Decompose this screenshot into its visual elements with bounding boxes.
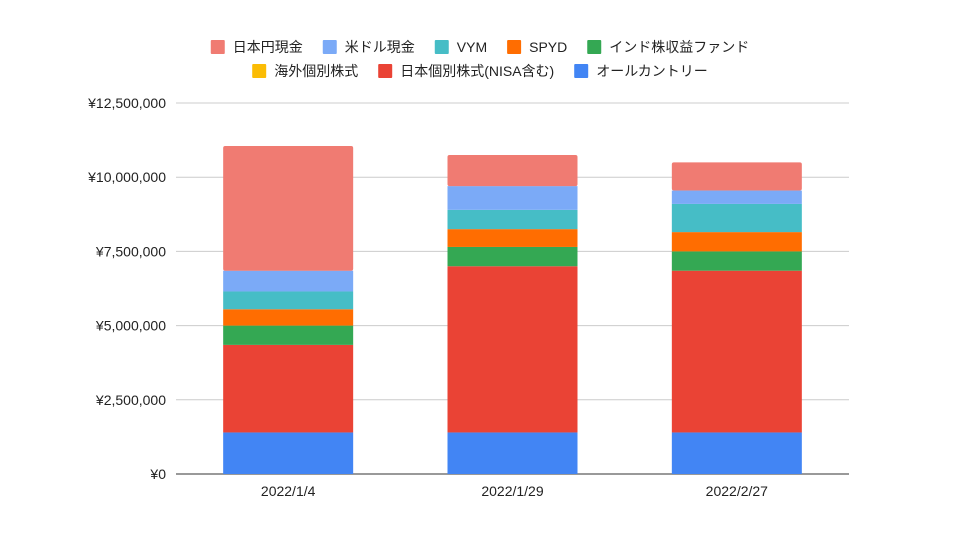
bar-segment	[671, 232, 802, 252]
bar-segment	[447, 432, 578, 474]
bar-segment	[223, 432, 354, 474]
bar-segment	[671, 190, 802, 204]
legend-label: VYM	[457, 39, 487, 55]
legend-label: SPYD	[529, 39, 567, 55]
legend-item: 日本個別株式(NISA含む)	[378, 63, 554, 79]
x-tick-label: 2022/1/29	[481, 483, 543, 499]
bar-segment	[223, 146, 354, 271]
legend-swatch	[210, 40, 225, 54]
bar-segment	[223, 325, 354, 345]
legend-swatch	[587, 40, 602, 54]
bar-stack	[223, 146, 354, 474]
legend-swatch	[322, 40, 337, 54]
legend-swatch	[434, 40, 449, 54]
bar-segment	[671, 251, 802, 271]
bars	[223, 146, 802, 474]
legend-label: 米ドル現金	[345, 39, 415, 55]
legend-label: 日本個別株式(NISA含む)	[400, 63, 554, 79]
legend-swatch	[574, 64, 589, 78]
y-tick-label: ¥12,500,000	[87, 95, 166, 111]
y-axis: ¥0 ¥2,500,000 ¥5,000,000 ¥7,500,000 ¥10,000,…	[87, 95, 166, 482]
legend-label: オールカントリー	[596, 63, 708, 79]
y-tick-label: ¥10,000,000	[87, 169, 166, 185]
legend-swatch	[378, 64, 393, 78]
legend-item: 米ドル現金	[322, 39, 415, 55]
legend-label: 日本円現金	[233, 39, 303, 55]
bar-segment	[671, 203, 802, 233]
legend-item: SPYD	[507, 39, 567, 55]
legend-item: VYM	[434, 39, 487, 55]
bar-segment	[447, 246, 578, 267]
bar-segment	[223, 270, 354, 292]
legend-item: オールカントリー	[574, 63, 708, 79]
bar-segment	[447, 266, 578, 433]
legend-label: インド株収益ファンド	[609, 39, 749, 55]
bar-segment	[447, 154, 578, 187]
bar-segment	[671, 270, 802, 433]
x-axis: 2022/1/4 2022/1/29 2022/2/27	[261, 483, 768, 499]
bar-stack	[671, 162, 802, 474]
x-tick-label: 2022/2/27	[706, 483, 768, 499]
bar-segment	[447, 229, 578, 247]
bar-segment	[223, 344, 354, 433]
legend-item: インド株収益ファンド	[587, 39, 749, 55]
legend-item: 日本円現金	[210, 39, 303, 55]
y-tick-label: ¥0	[149, 466, 166, 482]
bar-segment	[447, 186, 578, 210]
y-tick-label: ¥7,500,000	[95, 243, 166, 259]
legend-label: 海外個別株式	[274, 63, 358, 79]
bar-segment	[447, 209, 578, 230]
bar-segment	[223, 309, 354, 326]
x-tick-label: 2022/1/4	[261, 483, 316, 499]
y-tick-label: ¥5,000,000	[95, 318, 166, 334]
legend-swatch	[507, 40, 522, 54]
y-tick-label: ¥2,500,000	[95, 392, 166, 408]
bar-stack	[447, 154, 578, 474]
bar-segment	[671, 432, 802, 474]
bar-segment	[223, 291, 354, 310]
legend-swatch	[252, 64, 267, 78]
bar-segment	[671, 162, 802, 191]
legend-item: 海外個別株式	[252, 63, 358, 79]
